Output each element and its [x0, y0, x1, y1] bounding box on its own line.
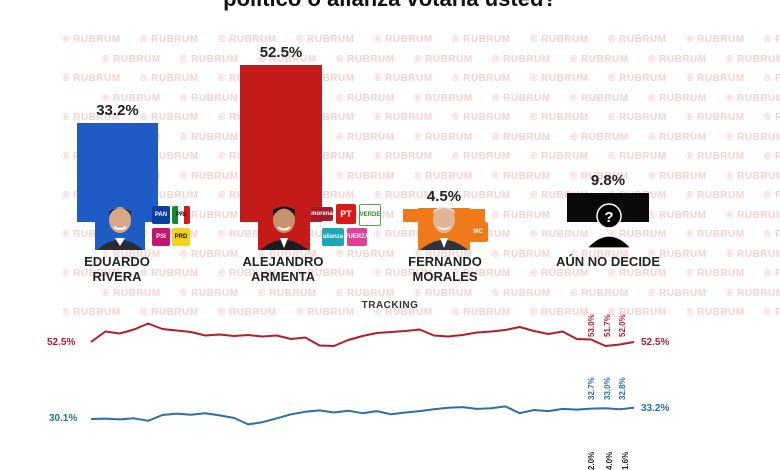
annotation-red-2: 51.7% [603, 314, 612, 337]
prd-logo-icon: PRD [172, 228, 190, 246]
candidate-name-rivera: EDUARDO RIVERA [42, 254, 192, 284]
chart-title: político o alianza votaría usted? [0, 0, 780, 12]
tracking-start-label-red: 52.5% [47, 337, 76, 348]
value-label-armenta: 52.5% [259, 44, 303, 61]
fuerza-logo-icon: FUERZA [345, 228, 369, 246]
value-label-morales: 4.5% [426, 187, 462, 205]
rivera-photo-icon [95, 196, 145, 250]
name-line: MORALES [412, 269, 478, 284]
annotation-red-1: 53.0% [587, 314, 596, 337]
pri-logo-icon: PRI [172, 206, 190, 224]
name-line: ALEJANDRO [242, 254, 324, 269]
unknown-person-icon: ? [587, 203, 631, 248]
annotation-third-1: 2.0% [587, 451, 596, 470]
annotation-blue-1: 32.7% [587, 377, 596, 400]
morales-photo-icon [418, 207, 470, 250]
candidate-name-no-decide: AÚN NO DECIDE [533, 254, 683, 269]
tracking-end-label-blue: 33.2% [641, 403, 670, 414]
tracking-title: TRACKING [361, 300, 419, 311]
pt-logo-icon: PT [336, 204, 356, 224]
morena-logo-icon: morena [311, 207, 333, 221]
name-line: EDUARDO [84, 254, 150, 269]
tracking-line-series-1 [90, 405, 635, 426]
candidate-name-armenta: ALEJANDRO ARMENTA [208, 254, 358, 284]
bar-alejandro-armenta [240, 65, 322, 222]
annotation-third-2: 4.0% [605, 451, 614, 470]
tracking-start-label-blue: 30.1% [49, 413, 78, 424]
candidate-name-morales: FERNANDO MORALES [370, 254, 520, 284]
annotation-blue-3: 32.8% [618, 377, 627, 400]
mc-logo-icon: MC [468, 222, 488, 242]
verde-logo-icon: VERDE [359, 204, 381, 226]
svg-text:?: ? [604, 209, 613, 226]
alianza-logo-icon: alianza [322, 228, 344, 246]
pan-logo-icon: PAN [152, 206, 170, 224]
value-label-no-decide: 9.8% [590, 171, 626, 189]
name-line: RIVERA [92, 269, 142, 284]
tracking-end-label-red: 52.5% [641, 337, 670, 348]
name-line: ARMENTA [250, 269, 316, 284]
annotation-third-3: 1.6% [621, 451, 630, 470]
psi-logo-icon: PSI [152, 228, 170, 246]
annotation-blue-2: 33.0% [603, 377, 612, 400]
tracking-line-series-0 [90, 322, 635, 347]
name-line: AÚN NO DECIDE [555, 254, 660, 269]
name-line: FERNANDO [408, 254, 482, 269]
armenta-photo-icon [258, 196, 310, 250]
value-label-rivera: 33.2% [96, 101, 139, 119]
annotation-red-3: 52.0% [618, 314, 627, 337]
